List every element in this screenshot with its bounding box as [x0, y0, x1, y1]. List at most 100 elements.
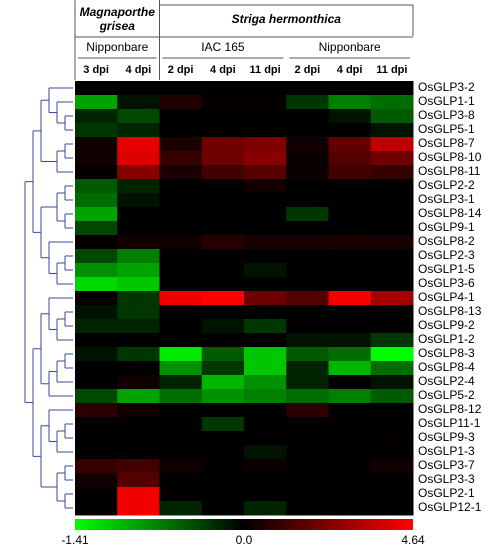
heat-cell	[286, 347, 329, 362]
heat-cell	[244, 221, 287, 236]
heat-cell	[117, 403, 160, 418]
heat-cell	[75, 193, 118, 208]
heat-cell	[286, 417, 329, 432]
heat-cell	[286, 389, 329, 404]
heat-cell	[159, 165, 203, 180]
heat-cell	[159, 249, 203, 264]
heat-cell	[117, 459, 160, 474]
heat-cell	[117, 375, 160, 390]
heat-cell	[370, 165, 414, 180]
heat-cell	[117, 277, 160, 292]
heat-cell	[244, 501, 287, 516]
heat-cell	[370, 137, 414, 152]
heat-cell	[117, 109, 160, 124]
heat-cell	[328, 459, 372, 474]
heat-cell	[286, 445, 329, 460]
heat-cell	[159, 347, 203, 362]
heat-cell	[370, 95, 414, 110]
heat-cell	[328, 333, 372, 348]
heat-cell	[328, 305, 372, 320]
row-label: OsGLP8-10	[418, 150, 482, 164]
heat-cell	[117, 179, 160, 194]
heat-cell	[286, 403, 329, 418]
heat-cell	[244, 193, 287, 208]
heat-cell	[370, 347, 414, 362]
heat-cell	[286, 277, 329, 292]
heat-cell	[201, 361, 245, 376]
heat-cell	[75, 109, 118, 124]
column-label: 11 dpi	[250, 64, 281, 76]
heat-cell	[328, 347, 372, 362]
heat-cell	[370, 277, 414, 292]
heat-cell	[328, 361, 372, 376]
heat-cell	[244, 123, 287, 138]
heat-cell	[286, 501, 329, 516]
column-label: 3 dpi	[83, 64, 109, 76]
heat-cell	[117, 123, 160, 138]
heat-cell	[328, 81, 372, 96]
heat-cell	[244, 319, 287, 334]
heat-cell	[244, 459, 287, 474]
heat-cell	[117, 319, 160, 334]
row-label: OsGLP3-6	[418, 276, 475, 290]
heat-cell	[201, 501, 245, 516]
heat-cell	[370, 487, 414, 502]
heat-cell	[328, 235, 372, 250]
heat-cell	[75, 263, 118, 278]
heat-cell	[370, 193, 414, 208]
heat-cell	[117, 221, 160, 236]
heat-cell	[117, 417, 160, 432]
column-label: 2 dpi	[295, 64, 321, 76]
heat-cell	[75, 431, 118, 446]
heat-cell	[201, 333, 245, 348]
heat-cell	[201, 179, 245, 194]
heat-cell	[75, 305, 118, 320]
heat-cell	[244, 179, 287, 194]
heat-cell	[117, 263, 160, 278]
heat-cell	[201, 403, 245, 418]
heat-cell	[75, 403, 118, 418]
heat-cell	[201, 263, 245, 278]
heat-cell	[201, 123, 245, 138]
heat-cell	[370, 123, 414, 138]
heat-cell	[328, 319, 372, 334]
column-label: 2 dpi	[168, 64, 194, 76]
heat-cell	[286, 473, 329, 488]
heat-cell	[370, 179, 414, 194]
column-label: 11 dpi	[376, 64, 407, 76]
heat-cell	[328, 193, 372, 208]
heat-cell	[75, 487, 118, 502]
row-label: OsGLP9-1	[418, 220, 475, 234]
heat-cell	[75, 389, 118, 404]
heat-cell	[201, 459, 245, 474]
heat-cell	[286, 109, 329, 124]
group-label: Striga hermonthica	[231, 12, 341, 26]
heat-cell	[244, 333, 287, 348]
heat-cell	[286, 333, 329, 348]
heat-cell	[201, 249, 245, 264]
heat-cell	[159, 179, 203, 194]
column-label: 4 dpi	[126, 64, 152, 76]
heat-cell	[159, 319, 203, 334]
heat-cell	[244, 487, 287, 502]
heat-cell	[286, 151, 329, 166]
heat-cell	[117, 291, 160, 306]
heat-cell	[75, 249, 118, 264]
heat-cell	[286, 263, 329, 278]
heat-cell	[370, 417, 414, 432]
heat-cell	[75, 319, 118, 334]
heat-cell	[328, 165, 372, 180]
heat-cell	[328, 137, 372, 152]
heat-cell	[117, 445, 160, 460]
heat-cell	[328, 389, 372, 404]
heat-cell	[75, 333, 118, 348]
heat-cell	[244, 235, 287, 250]
row-label: OsGLP8-4	[418, 360, 475, 374]
row-label: OsGLP3-3	[418, 472, 475, 486]
row-label: OsGLP2-1	[418, 486, 475, 500]
row-label: OsGLP1-2	[418, 332, 475, 346]
heat-cell	[201, 151, 245, 166]
heat-cell	[370, 151, 414, 166]
heat-cell	[286, 165, 329, 180]
